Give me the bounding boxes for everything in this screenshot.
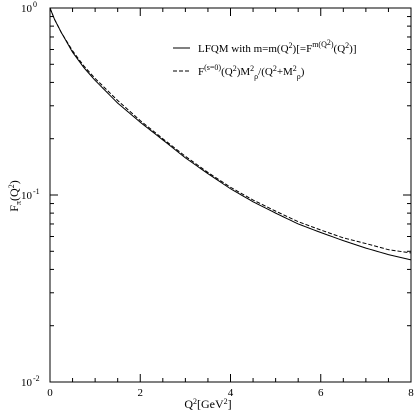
- legend: LFQM with m=m(Q2)[=Fm(Q2)(Q2)] F(s=0)(Q2…: [173, 38, 356, 81]
- y-tick-exponent: -1: [33, 187, 40, 196]
- x-tick-label: 2: [138, 387, 144, 399]
- plot-frame: [49, 7, 412, 383]
- y-tick-exponent: 0: [33, 0, 37, 9]
- legend-label-fs0: F(s=0)(Q2)M2ρ/(Q2+M2ρ): [198, 63, 305, 81]
- series-line-lfqm: [49, 7, 412, 261]
- y-tick-label: 10: [21, 190, 33, 202]
- series-line-fs0: [49, 7, 412, 254]
- x-tick-label: 4: [228, 387, 234, 399]
- x-tick-label: 8: [408, 387, 414, 399]
- x-axis-title: Q2[GeV2]: [184, 397, 231, 411]
- y-tick-exponent: -2: [33, 374, 40, 383]
- axis-ticks: [49, 7, 412, 383]
- legend-label-lfqm: LFQM with m=m(Q2)[=Fm(Q2)(Q2)]: [198, 38, 356, 55]
- x-tick-label: 6: [318, 387, 324, 399]
- y-tick-label: 10: [21, 377, 33, 389]
- x-tick-label: 0: [47, 387, 53, 399]
- y-axis-title: Fπ(Q2): [7, 180, 23, 211]
- series-lines: [49, 7, 412, 261]
- y-tick-label: 10: [21, 3, 33, 15]
